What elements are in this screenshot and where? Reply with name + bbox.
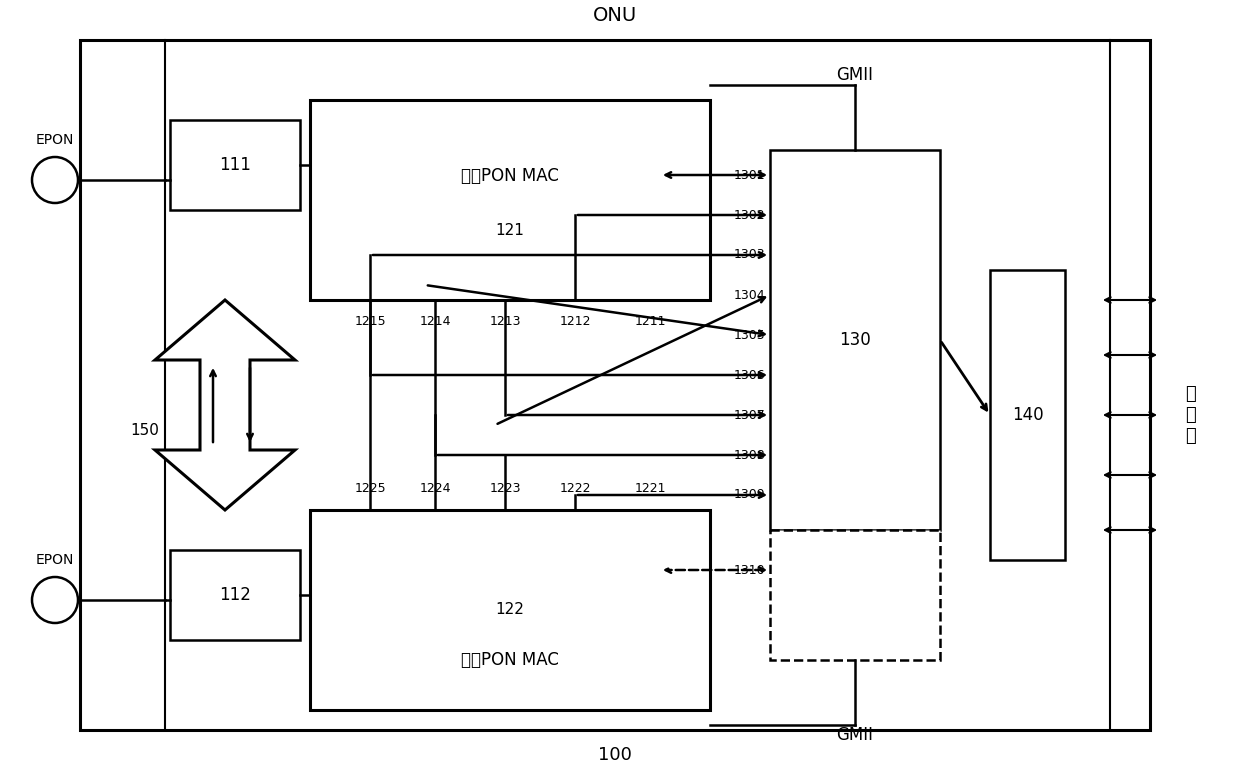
Text: ONU: ONU: [593, 5, 637, 25]
Text: 1224: 1224: [419, 482, 451, 495]
Text: 1225: 1225: [355, 482, 386, 495]
Bar: [310, 510, 711, 710]
Bar: [990, 270, 1065, 560]
Text: EPON: EPON: [36, 133, 74, 147]
Text: 1306: 1306: [733, 369, 765, 382]
Text: 第一PON MAC: 第一PON MAC: [461, 167, 559, 185]
Bar: [170, 550, 300, 640]
Text: 121: 121: [496, 223, 525, 237]
Text: 122: 122: [496, 602, 525, 618]
Bar: [310, 100, 711, 300]
Text: 112: 112: [219, 586, 250, 604]
Text: 1213: 1213: [490, 315, 521, 328]
Text: 1301: 1301: [733, 169, 765, 181]
Text: 1310: 1310: [733, 564, 765, 577]
Text: 1222: 1222: [559, 482, 590, 495]
Text: 1307: 1307: [733, 409, 765, 422]
Text: 1502: 1502: [233, 463, 267, 476]
Text: 1223: 1223: [490, 482, 521, 495]
Text: GMII: GMII: [837, 726, 873, 744]
Polygon shape: [155, 300, 295, 510]
Text: 1303: 1303: [733, 248, 765, 261]
Bar: [170, 120, 300, 210]
Text: 1308: 1308: [733, 449, 765, 462]
Text: 第二PON MAC: 第二PON MAC: [461, 651, 559, 669]
Circle shape: [32, 157, 78, 203]
Bar: [770, 150, 940, 530]
Text: 100: 100: [598, 746, 632, 764]
Text: 以
太
网: 以 太 网: [1184, 386, 1195, 445]
Text: 1211: 1211: [634, 315, 666, 328]
Text: 1221: 1221: [634, 482, 666, 495]
Text: 1501: 1501: [196, 463, 229, 476]
Text: 1302: 1302: [733, 208, 765, 221]
Text: 1309: 1309: [733, 489, 765, 501]
Text: 1212: 1212: [559, 315, 590, 328]
Text: 150: 150: [130, 423, 160, 437]
Text: 1305: 1305: [733, 328, 765, 342]
Text: 111: 111: [219, 156, 250, 174]
Text: EPON: EPON: [36, 553, 74, 567]
Text: GMII: GMII: [837, 66, 873, 84]
Bar: [770, 530, 940, 660]
Text: 1215: 1215: [355, 315, 386, 328]
Circle shape: [32, 577, 78, 623]
Text: 140: 140: [1012, 406, 1043, 424]
Text: 1304: 1304: [733, 288, 765, 301]
Text: 130: 130: [839, 331, 870, 349]
Bar: [81, 40, 1149, 730]
Text: 1214: 1214: [419, 315, 451, 328]
